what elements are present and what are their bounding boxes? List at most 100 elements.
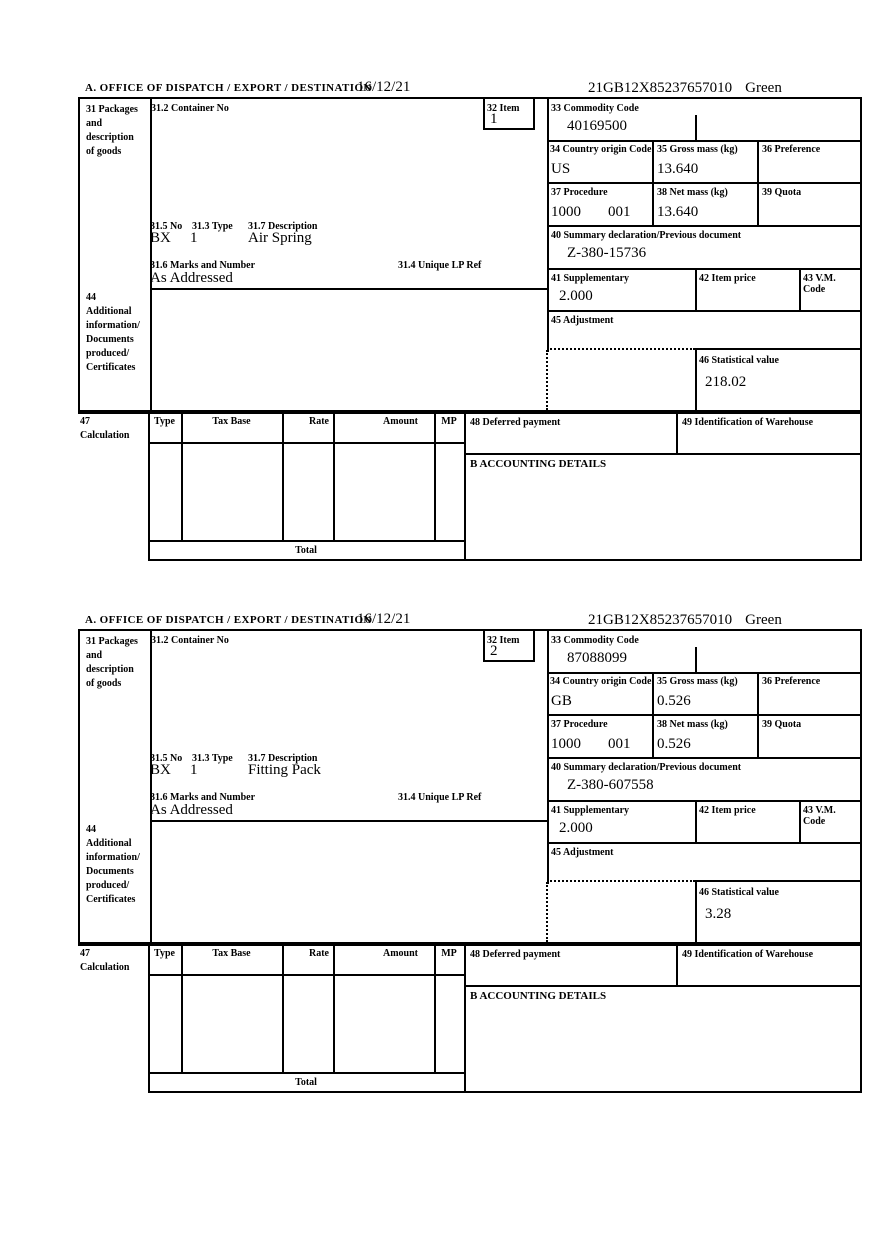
vm-code-label: 43 V.M. Code bbox=[803, 273, 836, 295]
summary-declaration-label: 40 Summary declaration/Previous document bbox=[551, 762, 742, 773]
grid-line bbox=[652, 140, 654, 225]
container-no-label: 31.2 Container No bbox=[151, 103, 229, 114]
item-number-box bbox=[483, 99, 535, 130]
grid-line bbox=[695, 348, 860, 350]
supplementary-value: 2.000 bbox=[559, 820, 593, 836]
container-no-label: 31.2 Container No bbox=[151, 635, 229, 646]
package-no-label: 31.5 No bbox=[150, 221, 183, 232]
grid-line bbox=[695, 800, 697, 842]
grid-line bbox=[181, 944, 183, 1074]
additional-information-label: 44 Additional information/ Documents pro… bbox=[86, 292, 140, 373]
grid-line bbox=[799, 800, 801, 842]
item-number-value: 2 bbox=[490, 643, 498, 659]
statistical-value-label: 46 Statistical value bbox=[699, 355, 779, 366]
grid-line bbox=[464, 985, 862, 987]
grid-line bbox=[150, 631, 152, 942]
grid-line bbox=[695, 880, 697, 942]
grid-line bbox=[547, 140, 860, 142]
net-mass-label: 38 Net mass (kg) bbox=[657, 187, 728, 198]
package-no-value: BX bbox=[150, 230, 171, 246]
procedure-value: 1000 bbox=[551, 204, 581, 220]
grid-line bbox=[757, 140, 759, 225]
supplementary-label: 41 Supplementary bbox=[551, 273, 630, 284]
grid-line bbox=[757, 672, 759, 757]
calculation-label: 47 Calculation bbox=[80, 416, 130, 441]
gross-mass-value: 0.526 bbox=[657, 693, 691, 709]
grid-line bbox=[282, 944, 284, 1074]
procedure-additional-value: 001 bbox=[608, 736, 631, 752]
supplementary-label: 41 Supplementary bbox=[551, 805, 630, 816]
grid-line bbox=[547, 310, 860, 312]
declaration-item-2: A. OFFICE OF DISPATCH / EXPORT / DESTINA… bbox=[0, 610, 882, 1094]
goods-description-box: 31 Packages and description of goods 44 … bbox=[78, 97, 862, 412]
net-mass-value: 13.640 bbox=[657, 204, 699, 220]
deferred-payment-label: 48 Deferred payment bbox=[470, 417, 561, 428]
commodity-code-label: 33 Commodity Code bbox=[551, 103, 639, 114]
accounting-details-label: B ACCOUNTING DETAILS bbox=[470, 990, 607, 1002]
procedure-value: 1000 bbox=[551, 736, 581, 752]
grid-line bbox=[150, 288, 547, 290]
dotted-grid-line bbox=[547, 880, 695, 882]
commodity-code-value: 40169500 bbox=[567, 118, 627, 134]
total-label: Total bbox=[295, 545, 317, 556]
grid-line bbox=[547, 714, 860, 716]
column-header-type: Type bbox=[154, 416, 175, 427]
marks-value: As Addressed bbox=[150, 270, 233, 286]
gross-mass-label: 35 Gross mass (kg) bbox=[657, 676, 738, 687]
supplementary-value: 2.000 bbox=[559, 288, 593, 304]
deferred-payment-label: 48 Deferred payment bbox=[470, 949, 561, 960]
grid-line bbox=[547, 757, 860, 759]
quota-label: 39 Quota bbox=[762, 187, 802, 198]
marks-value: As Addressed bbox=[150, 802, 233, 818]
column-header-type: Type bbox=[154, 948, 175, 959]
gross-mass-label: 35 Gross mass (kg) bbox=[657, 144, 738, 155]
unique-lp-ref-label: 31.4 Unique LP Ref bbox=[398, 260, 482, 271]
grid-line bbox=[799, 268, 801, 310]
country-origin-value: GB bbox=[551, 693, 572, 709]
column-header-mp: MP bbox=[441, 416, 457, 427]
summary-declaration-value: Z-380-607558 bbox=[567, 777, 654, 793]
grid-line bbox=[547, 182, 860, 184]
statistical-value-label: 46 Statistical value bbox=[699, 887, 779, 898]
grid-line bbox=[652, 672, 654, 757]
calculation-section: 47 Calculation Type Tax Base Rate Amount… bbox=[78, 944, 862, 1094]
grid-line bbox=[695, 348, 697, 410]
grid-line bbox=[547, 268, 860, 270]
gross-mass-value: 13.640 bbox=[657, 161, 699, 177]
grid-line bbox=[464, 453, 862, 455]
column-header-tax-base: Tax Base bbox=[212, 416, 251, 427]
package-type-label: 31.3 Type bbox=[192, 753, 233, 764]
grid-line bbox=[676, 944, 678, 985]
grid-line bbox=[78, 944, 862, 946]
item-price-label: 42 Item price bbox=[699, 273, 756, 284]
item-number-box bbox=[483, 631, 535, 662]
net-mass-value: 0.526 bbox=[657, 736, 691, 752]
marks-and-number-label: 31.6 Marks and Number bbox=[150, 792, 256, 803]
package-type-label: 31.3 Type bbox=[192, 221, 233, 232]
additional-information-label: 44 Additional information/ Documents pro… bbox=[86, 824, 140, 905]
grid-line bbox=[333, 412, 335, 542]
packages-label: 31 Packages and description of goods bbox=[86, 636, 138, 689]
summary-declaration-value: Z-380-15736 bbox=[567, 245, 647, 261]
grid-line bbox=[547, 842, 860, 844]
grid-line bbox=[148, 944, 150, 1093]
grid-line bbox=[148, 540, 464, 542]
net-mass-label: 38 Net mass (kg) bbox=[657, 719, 728, 730]
packages-label: 31 Packages and description of goods bbox=[86, 104, 138, 157]
statistical-value: 218.02 bbox=[705, 374, 747, 390]
dotted-grid-line bbox=[546, 882, 548, 942]
grid-line bbox=[181, 412, 183, 542]
preference-label: 36 Preference bbox=[762, 676, 821, 687]
adjustment-label: 45 Adjustment bbox=[551, 315, 614, 326]
grid-line bbox=[148, 442, 464, 444]
grid-line bbox=[464, 412, 466, 561]
identification-warehouse-label: 49 Identification of Warehouse bbox=[682, 949, 814, 960]
column-header-tax-base: Tax Base bbox=[212, 948, 251, 959]
total-label: Total bbox=[295, 1077, 317, 1088]
description-value: Air Spring bbox=[248, 230, 312, 246]
grid-line bbox=[333, 944, 335, 1074]
accounting-details-label: B ACCOUNTING DETAILS bbox=[470, 458, 607, 470]
statistical-value: 3.28 bbox=[705, 906, 732, 922]
marks-and-number-label: 31.6 Marks and Number bbox=[150, 260, 256, 271]
